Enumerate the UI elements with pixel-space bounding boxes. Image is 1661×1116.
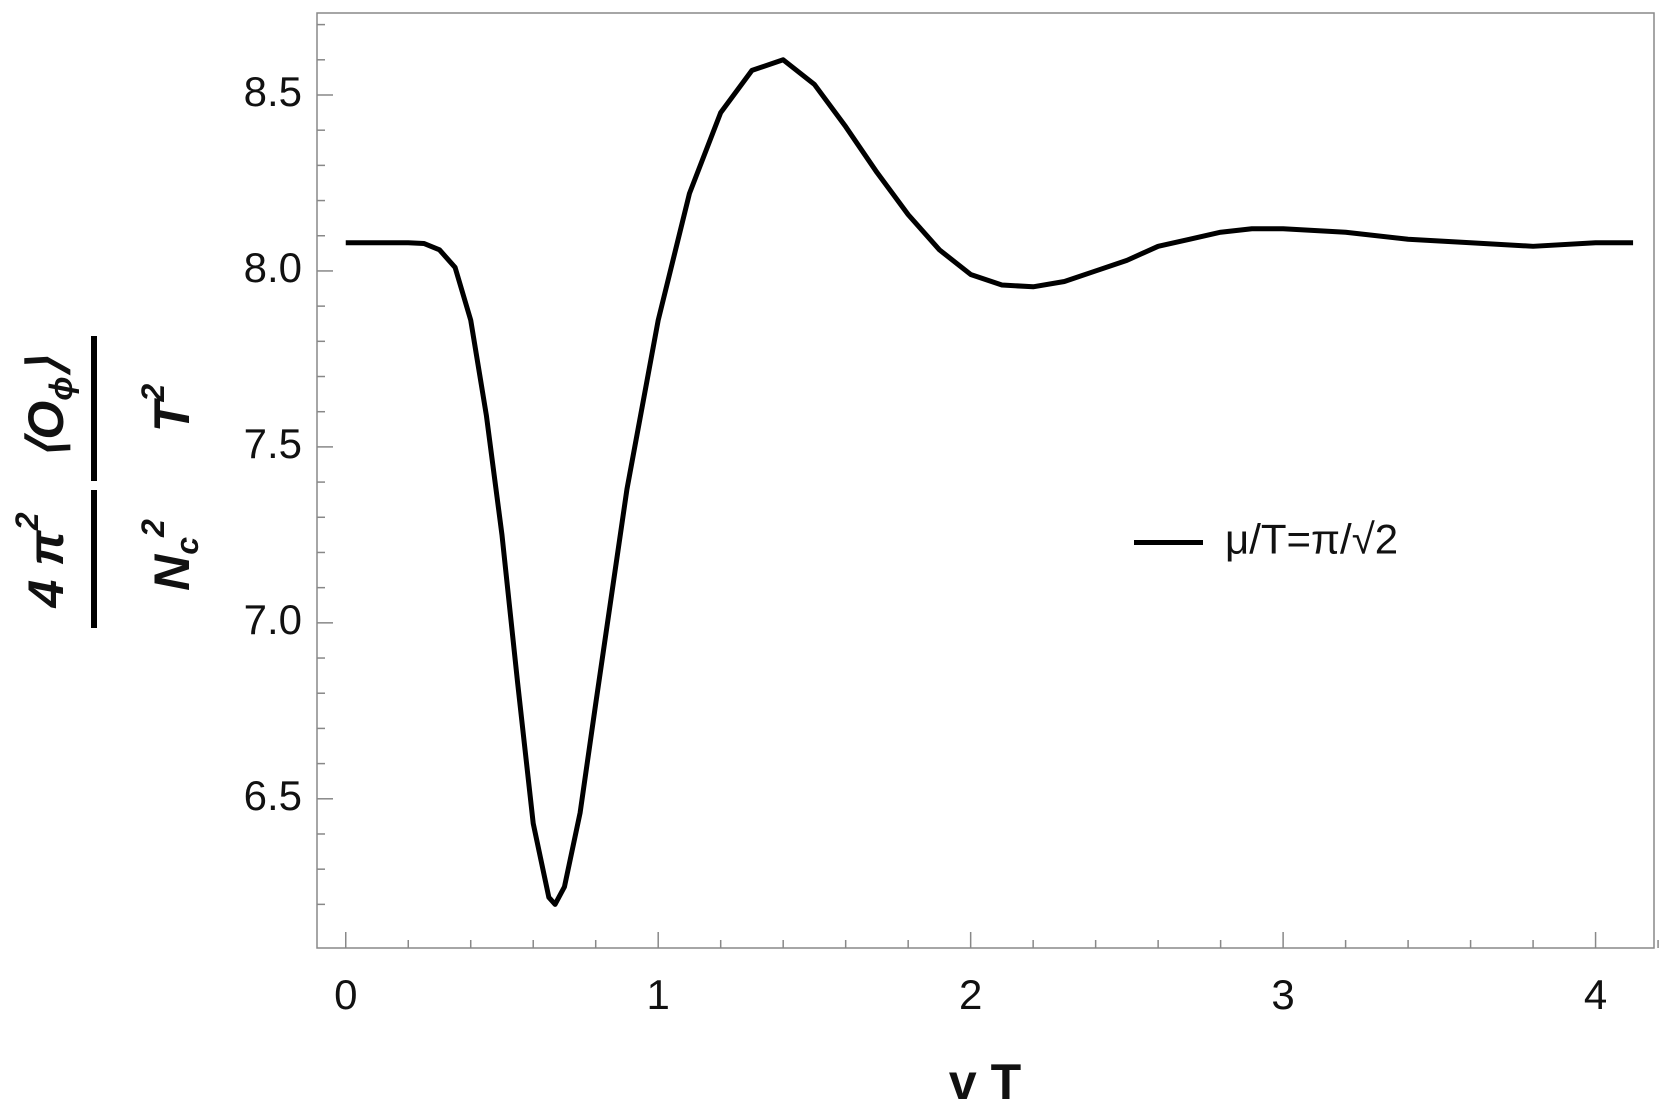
y-label-text: 2: [135, 519, 171, 538]
y-label-text: 2: [9, 512, 45, 531]
plot-frame: [316, 12, 1655, 949]
y-label-part: T2: [135, 384, 200, 433]
x-tick-label: 1: [647, 971, 670, 1018]
x-axis-label: v T: [949, 1054, 1021, 1110]
y-label-text: T: [144, 397, 200, 432]
y-axis-label: ⟨Oϕ⟩: [18, 356, 79, 459]
x-tick-label: 2: [959, 971, 982, 1018]
y-tick-label: 7.5: [244, 420, 302, 467]
y-label-text: c: [169, 537, 205, 555]
y-label-text: 4 π: [18, 529, 74, 609]
legend-label: μ/T=π/√2: [1225, 516, 1398, 563]
y-label-text: ϕ: [43, 376, 79, 400]
x-tick-label: 4: [1584, 971, 1607, 1018]
y-tick-label: 8.5: [244, 68, 302, 115]
y-label-part: 4 π2: [9, 512, 74, 608]
y-axis-label: 4 π2: [9, 512, 74, 608]
x-tick-label: 0: [334, 971, 357, 1018]
y-label-part: ⟨Oϕ⟩: [18, 356, 79, 459]
y-axis-label: Nc2: [135, 519, 205, 591]
y-tick-label: 7.0: [244, 596, 302, 643]
y-label-part: Nc2: [135, 519, 205, 591]
y-label-text: ⟨O: [18, 401, 74, 460]
y-label-text: N: [144, 554, 200, 591]
y-axis-label: T2: [135, 384, 200, 433]
y-tick-label: 6.5: [244, 772, 302, 819]
data-line: [345, 57, 1634, 907]
y-label-text: 2: [135, 384, 171, 403]
x-tick-label: 3: [1271, 971, 1294, 1018]
y-label-text: ⟩: [18, 356, 74, 376]
y-tick-label: 8.0: [244, 244, 302, 291]
